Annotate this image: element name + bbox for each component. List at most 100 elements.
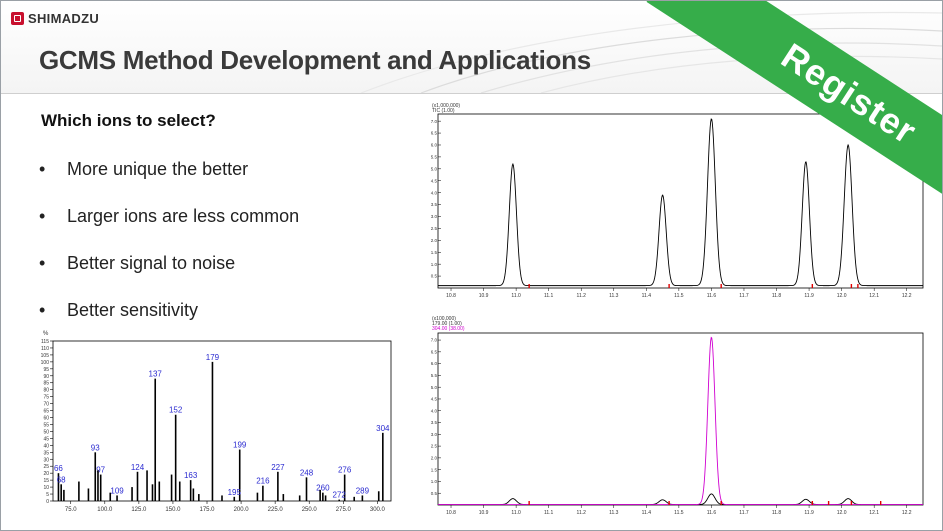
- xic-x-tick-label: 11.1: [544, 510, 554, 516]
- ms-peak-label: 216: [256, 477, 270, 486]
- ms-y-tick-label: 95: [43, 367, 49, 373]
- xic-y-tick-label: 2.0: [431, 455, 438, 460]
- ms-plot-frame: [52, 340, 392, 502]
- xic-x-tick-label: 11.8: [772, 510, 782, 516]
- bullet-item: • Larger ions are less common: [39, 196, 299, 243]
- xic-series-line: [438, 493, 923, 505]
- bullet-item: • More unique the better: [39, 149, 299, 196]
- xic-x-tick-label: 11.3: [609, 510, 619, 516]
- ms-y-tick-label: 50: [43, 429, 49, 435]
- ms-peak-label: 137: [149, 370, 163, 379]
- bullet-dot-icon: •: [39, 206, 46, 226]
- tic-x-tick-label: 11.6: [707, 293, 717, 299]
- ms-y-tick-label: 0: [46, 499, 49, 505]
- bullet-text: Better sensitivity: [67, 300, 199, 320]
- xic-header-scale: (x100,000): [432, 316, 456, 322]
- decorative-swooshes: [360, 11, 942, 93]
- xic-y-tick-label: 6.5: [431, 349, 438, 354]
- ms-peak-label: 93: [91, 443, 100, 452]
- tic-y-tick-label: 1.0: [431, 262, 438, 267]
- ms-x-tick-label: 250.0: [302, 507, 318, 513]
- brand-logo[interactable]: SHIMADZU: [11, 11, 99, 26]
- bullet-dot-icon: •: [39, 300, 46, 320]
- bullet-text: Larger ions are less common: [67, 206, 300, 226]
- ms-y-tick-label: 5: [46, 492, 49, 498]
- ms-peak-label: 199: [233, 441, 247, 450]
- ms-peak-label: 276: [338, 466, 352, 475]
- tic-x-tick-label: 11.3: [609, 293, 619, 299]
- xic-x-tick-label: 10.9: [479, 510, 489, 516]
- xic-x-tick-label: 12.1: [869, 510, 879, 516]
- xic-y-tick-label: 2.5: [431, 444, 438, 449]
- tic-x-tick-label: 11.5: [674, 293, 684, 299]
- ms-x-tick-label: 75.0: [65, 507, 77, 513]
- ms-peak-label: 163: [184, 471, 198, 480]
- xic-y-tick-label: 0.5: [431, 491, 438, 496]
- ms-y-tick-label: 85: [43, 381, 49, 387]
- ms-y-tick-label: 65: [43, 409, 49, 415]
- xic-y-tick-label: 3.0: [431, 432, 438, 437]
- tic-plot-frame: [437, 113, 924, 289]
- xic-y-tick-label: 1.0: [431, 479, 438, 484]
- tic-y-tick-label: 3.5: [431, 202, 438, 207]
- ms-y-tick-label: 20: [43, 471, 49, 477]
- xic-x-tick-label: 11.9: [804, 510, 814, 516]
- ms-peak-label: 248: [300, 468, 314, 477]
- tic-y-tick-label: 6.0: [431, 143, 438, 148]
- ms-peak-label: 124: [131, 463, 145, 472]
- tic-x-tick-label: 12.1: [869, 293, 879, 299]
- ms-y-tick-label: 35: [43, 450, 49, 456]
- ms-peak-label: 272: [333, 491, 347, 500]
- ms-peak-label: 152: [169, 406, 183, 415]
- tic-y-tick-label: 4.5: [431, 178, 438, 183]
- xic-y-tick-label: 7.0: [431, 338, 438, 343]
- bullet-list: • More unique the better • Larger ions are…: [39, 149, 299, 337]
- ms-x-tick-label: 200.0: [234, 507, 250, 513]
- ms-y-tick-label: 60: [43, 416, 49, 422]
- mass-spectrum-panel: % 0 5 10 15 20 25 30 35 40 45 50 55 60 65 70 75 80 85 90 95…: [33, 327, 399, 523]
- xic-x-tick-label: 11.0: [511, 510, 521, 516]
- tic-x-tick-label: 10.9: [479, 293, 489, 299]
- xic-x-tick-label: 11.2: [577, 510, 587, 516]
- xic-y-tick-label: 1.5: [431, 467, 438, 472]
- ms-y-tick-label: 55: [43, 422, 49, 428]
- brand-name: SHIMADZU: [28, 11, 100, 26]
- ms-y-tick-label: 25: [43, 464, 49, 470]
- tic-header-trace: TIC (1.00): [432, 108, 455, 114]
- bullet-text: More unique the better: [67, 159, 249, 179]
- ms-peak-label: 289: [356, 486, 370, 495]
- tic-x-tick-label: 11.8: [772, 293, 782, 299]
- ms-peak-label: 260: [316, 484, 330, 493]
- ms-x-tick-label: 100.0: [97, 507, 113, 513]
- xic-x-tick-label: 11.4: [642, 510, 652, 516]
- tic-y-tick-label: 7.0: [431, 119, 438, 124]
- section-heading: Which ions to select?: [41, 111, 216, 130]
- ms-x-tick-label: 300.0: [370, 507, 386, 513]
- mass-spectrum-chart: % 05101520253035404550556065707580859095…: [41, 331, 392, 513]
- xic-y-tick-label: 3.5: [431, 420, 438, 425]
- ms-y-tick-label: 30: [43, 457, 49, 463]
- tic-x-tick-label: 11.1: [544, 293, 554, 299]
- tic-header-scale: (x1,000,000): [432, 103, 460, 109]
- xic-x-tick-label: 12.0: [837, 510, 847, 516]
- tic-y-tick-label: 5.0: [431, 166, 438, 171]
- xic-plot-frame: [437, 332, 924, 506]
- tic-y-tick-label: 3.0: [431, 214, 438, 219]
- tic-y-tick-label: 6.5: [431, 131, 438, 136]
- tic-x-tick-label: 12.0: [837, 293, 847, 299]
- tic-panel: (x1,000,000) TIC (1.00) 0.5 1.0 1.5 2.0 2.5 3…: [428, 100, 929, 304]
- tic-y-tick-label: 2.5: [431, 226, 438, 231]
- tic-chart: (x1,000,000) TIC (1.00) 0.5 1.0 1.5 2.0 2.5 3…: [431, 103, 924, 299]
- ms-y-tick-label: 40: [43, 443, 49, 449]
- ms-ylabel: %: [43, 331, 49, 337]
- ms-peak-label: 66: [54, 464, 63, 473]
- ms-y-tick-label: 115: [41, 339, 49, 345]
- bullet-item: • Better sensitivity: [39, 290, 299, 337]
- tic-x-tick-label: 12.2: [902, 293, 912, 299]
- ms-x-tick-label: 150.0: [165, 507, 181, 513]
- ms-x-tick-label: 175.0: [200, 507, 216, 513]
- ms-y-tick-label: 70: [43, 402, 49, 408]
- tic-series-line: [438, 118, 923, 287]
- tic-y-tick-label: 2.0: [431, 238, 438, 243]
